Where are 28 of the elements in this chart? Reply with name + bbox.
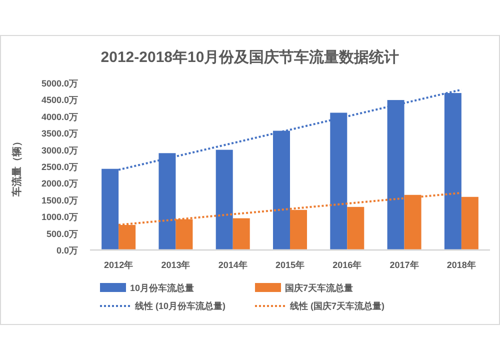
chart-title: 2012-2018年10月份及国庆节车流量数据统计 [100, 48, 400, 66]
bar [216, 150, 233, 250]
x-tick-label: 2015年 [275, 260, 305, 270]
y-tick-label: 500.0万 [46, 228, 78, 239]
y-tick-label: 1500.0万 [41, 195, 78, 206]
x-tick-label: 2017年 [390, 260, 419, 270]
x-tick-label: 2016年 [332, 260, 362, 270]
legend-label: 线性 (国庆7天车流总量) [289, 301, 385, 311]
y-tick-label: 3500.0万 [41, 128, 78, 139]
y-tick-label: 0.0万 [56, 246, 78, 256]
bar [232, 218, 250, 250]
x-tick-label: 2014年 [218, 260, 248, 270]
y-tick-label: 1000.0万 [41, 212, 78, 222]
legend-label: 10月份车流总量 [130, 283, 194, 293]
bar [461, 196, 478, 250]
legend-label: 线性 (10月份车流总量) [134, 301, 226, 311]
x-tick-label: 2013年 [161, 260, 190, 270]
x-tick-label: 2018年 [446, 260, 476, 270]
y-tick-label: 3000.0万 [41, 145, 78, 156]
y-axis-title: 车流量（辆） [11, 136, 23, 198]
legend-label: 国庆7天车流总量 [285, 283, 354, 293]
bar [347, 206, 364, 250]
x-tick-label: 2012年 [104, 260, 134, 270]
y-tick-label: 4000.0万 [41, 112, 78, 122]
y-tick-label: 2000.0万 [41, 178, 78, 189]
y-tick-label: 4500.0万 [41, 95, 78, 106]
y-tick-label: 5000.0万 [41, 78, 78, 88]
y-tick-label: 2500.0万 [41, 162, 78, 172]
